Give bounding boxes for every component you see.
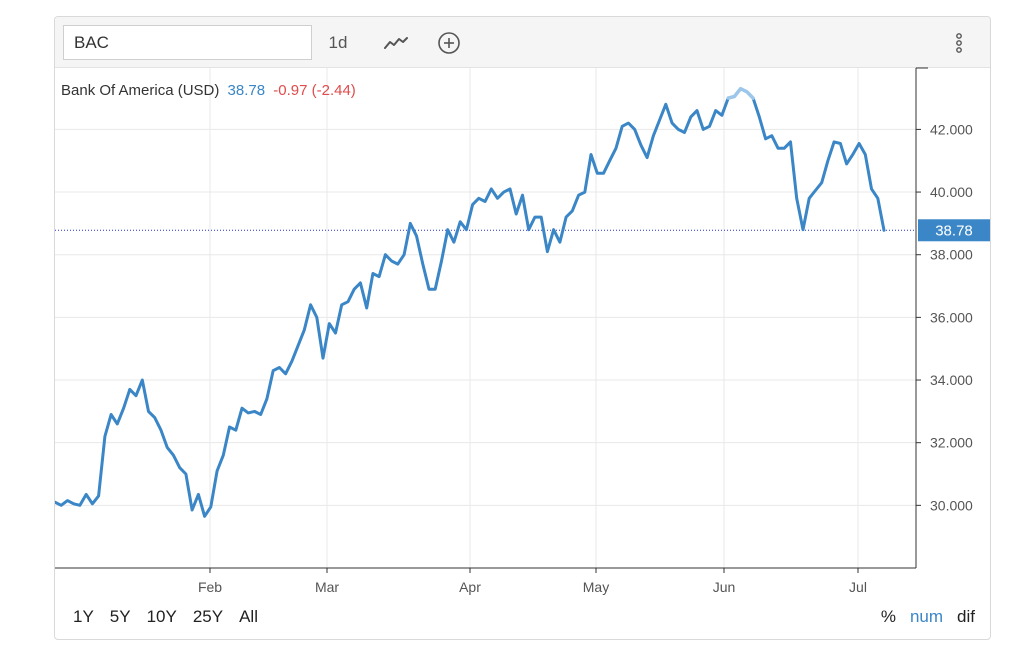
vertical-dots-icon <box>956 32 962 53</box>
last-price-label: 38.78 <box>935 222 973 239</box>
x-tick-label: Apr <box>459 579 481 595</box>
y-tick-label: 32.000 <box>930 435 973 451</box>
legend-last-price: 38.78 <box>228 82 266 99</box>
scale-selector: % num dif <box>874 605 982 629</box>
y-tick-label: 40.000 <box>930 184 973 200</box>
interval-label: 1d <box>328 32 348 52</box>
line-chart-icon <box>384 36 408 49</box>
y-tick-label: 42.000 <box>930 121 973 137</box>
symbol-input[interactable] <box>63 25 312 60</box>
last-price-marker <box>918 219 990 242</box>
range-all-button[interactable]: All <box>239 607 258 626</box>
x-tick-label: Jul <box>849 579 867 595</box>
scale-dif-button[interactable]: dif <box>957 607 975 626</box>
chart-legend: Bank Of America (USD) 38.78 -0.97 (-2.44… <box>61 82 356 99</box>
compare-button[interactable] <box>433 25 465 60</box>
range-25y-button[interactable]: 25Y <box>192 607 224 626</box>
y-tick-label: 30.000 <box>930 497 973 513</box>
range-1y-button[interactable]: 1Y <box>73 607 94 626</box>
menu-button[interactable] <box>943 25 975 60</box>
range-selector: 1Y 5Y 10Y 25Y All <box>65 605 266 629</box>
x-tick-label: Jun <box>713 579 736 595</box>
add-circle-icon <box>438 31 460 54</box>
hover-highlight <box>726 86 755 100</box>
x-tick-label: Mar <box>315 579 339 595</box>
legend-name: Bank Of America (USD) <box>61 82 219 99</box>
axes: 38.78 <box>55 67 990 573</box>
chart-toolbar: 1d <box>55 17 990 68</box>
series-layer <box>55 86 916 518</box>
legend-change: -0.97 (-2.44) <box>273 82 356 99</box>
chart-type-button[interactable] <box>380 25 412 60</box>
scale-percent-button[interactable]: % <box>880 607 896 626</box>
tick-labels: Feb Mar Apr May Jun Jul 30.000 32.000 34.000 36.0… <box>198 121 973 595</box>
price-chart[interactable]: 38.78 Feb Mar Apr May Jun Jul 30.000 32.000 34.0… <box>55 17 990 597</box>
interval-button[interactable]: 1d <box>317 25 359 60</box>
range-10y-button[interactable]: 10Y <box>146 607 177 626</box>
y-tick-label: 38.000 <box>930 247 973 263</box>
scale-num-button[interactable]: num <box>909 607 944 626</box>
grid <box>55 68 916 568</box>
x-tick-label: May <box>583 579 609 595</box>
y-tick-label: 36.000 <box>930 309 973 325</box>
x-tick-label: Feb <box>198 579 222 595</box>
range-5y-button[interactable]: 5Y <box>109 607 131 626</box>
y-tick-label: 34.000 <box>930 372 973 388</box>
